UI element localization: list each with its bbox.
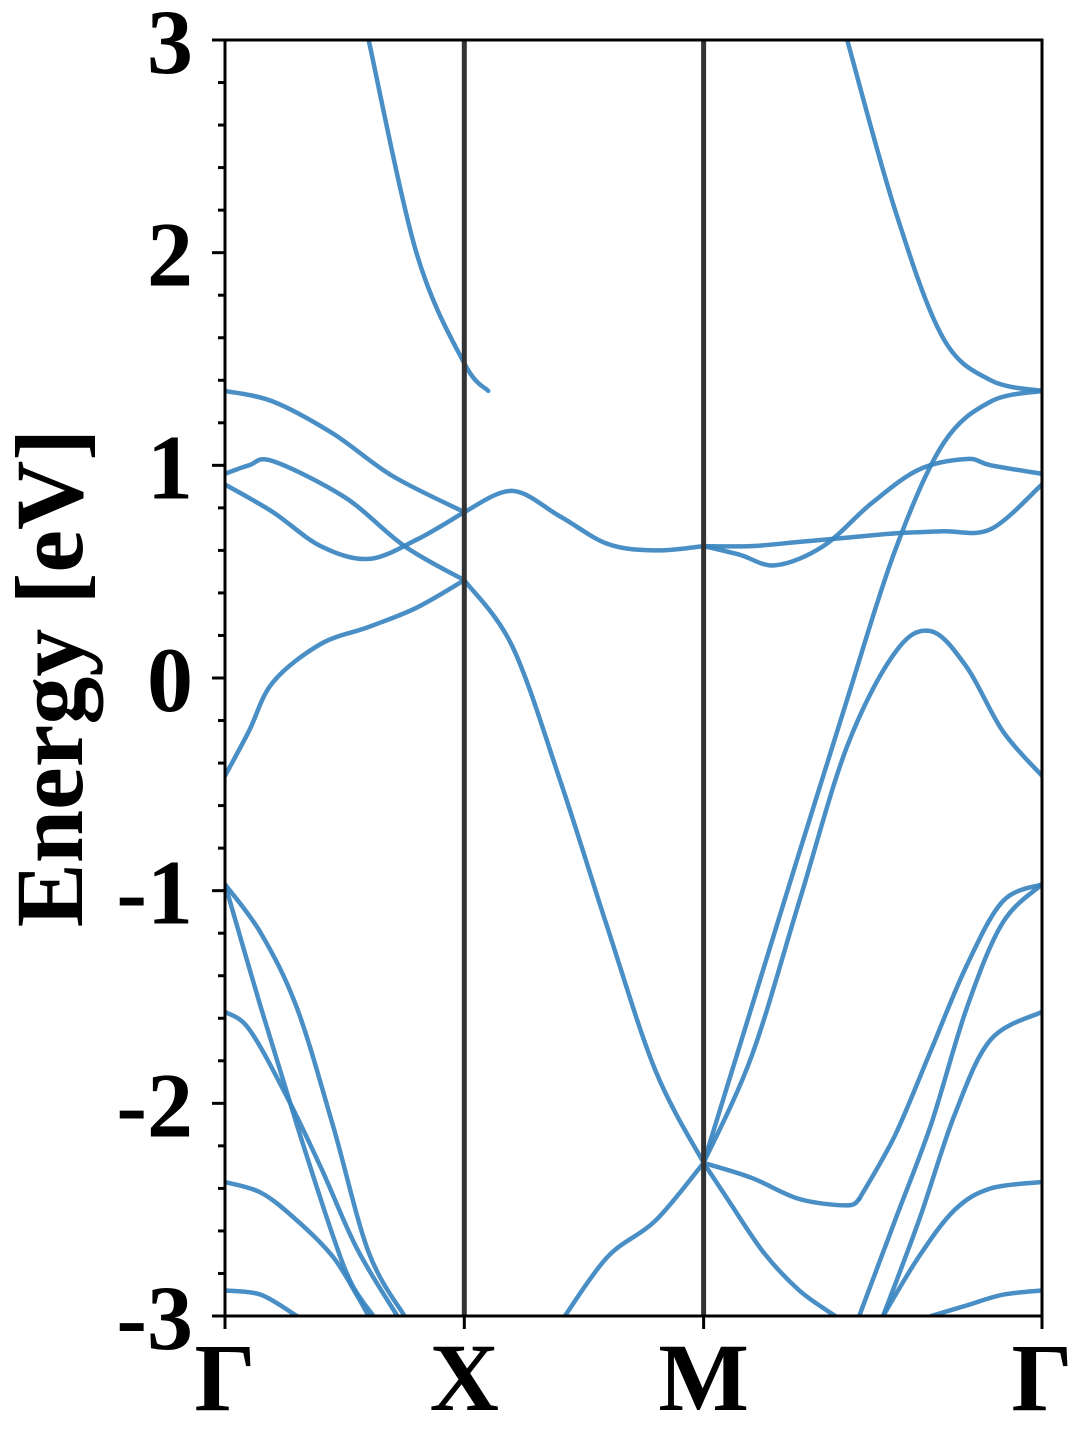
y-tick-label: -1	[116, 842, 193, 944]
band-line-5	[225, 882, 376, 1316]
band-line-3	[225, 482, 467, 562]
band-line-13	[701, 482, 1042, 549]
band-line-21	[880, 1009, 1042, 1316]
band-line-18	[701, 1160, 838, 1316]
band-line-22	[880, 1179, 1042, 1316]
band-line-15	[701, 388, 1042, 1166]
x-tick-label: M	[658, 1324, 749, 1431]
y-tick-label: -2	[116, 1054, 193, 1156]
y-tick-label: 3	[147, 0, 193, 93]
band-line-1	[225, 388, 467, 515]
band-line-25	[844, 40, 1042, 394]
y-axis-ticks: -3 -2 -1 0 1 2 3	[116, 0, 225, 1369]
y-tick-label: 2	[147, 204, 193, 306]
y-tick-label: 0	[147, 629, 193, 731]
band-line-7	[225, 1009, 400, 1316]
y-tick-label: -3	[116, 1267, 193, 1369]
plot-frame	[223, 38, 1044, 1318]
band-line-16	[701, 628, 1042, 1166]
band-line-11	[462, 577, 706, 1166]
y-tick-label: 1	[147, 416, 193, 518]
x-tick-label: Γ	[194, 1324, 255, 1431]
band-line-24	[366, 40, 491, 394]
band-line-20	[856, 882, 1042, 1316]
band-line-23	[928, 1288, 1042, 1316]
band-line-4	[225, 577, 467, 779]
symmetry-lines	[461, 40, 707, 1316]
band-line-10	[462, 488, 706, 553]
band-line-19	[856, 882, 1042, 1202]
band-line-12	[562, 1160, 706, 1316]
y-axis-label: Energy [eV]	[0, 429, 103, 928]
band-line-9	[225, 1288, 300, 1316]
x-tick-label: X	[430, 1324, 499, 1431]
band-line-2	[225, 456, 467, 583]
bands-group	[225, 40, 1042, 1316]
band-line-17	[701, 1160, 862, 1208]
band-line-8	[225, 1179, 371, 1316]
x-tick-label: Γ	[1011, 1324, 1072, 1431]
band-line-14	[701, 456, 1042, 568]
band-line-6	[225, 882, 407, 1316]
